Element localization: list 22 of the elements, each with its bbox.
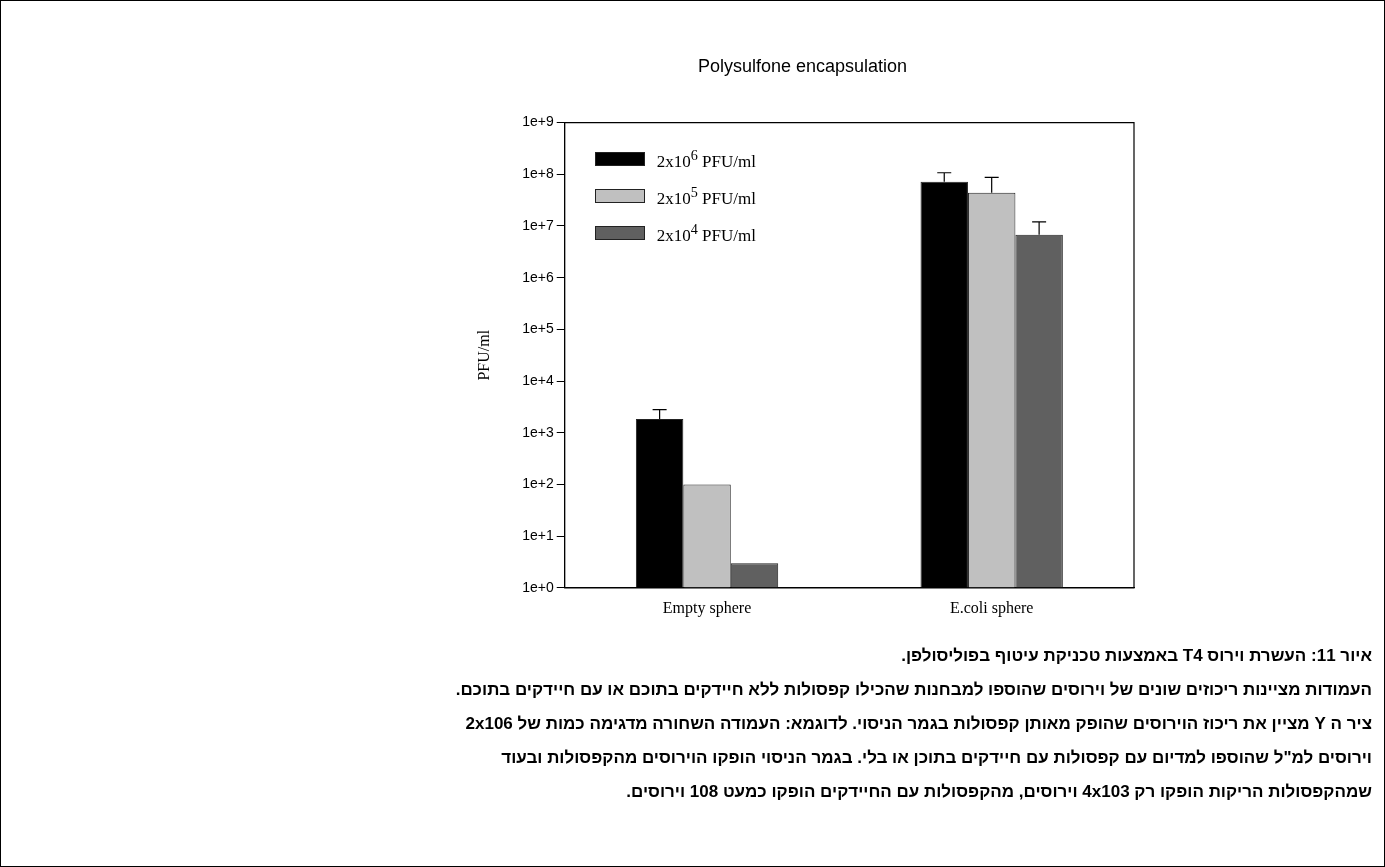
text: וירוסים למ"ל שהוספו למדיום עם קפסולות עם חיידקים בתוכן או בלי. בגמר הניסוי הופקו הוירוסים מהקפסולות ובעוד — [500, 748, 1372, 769]
legend-label: 2x10$^{5}$ PFU/ml — [656, 183, 756, 209]
y-tick-label: 1e+8 — [522, 165, 554, 182]
y-axis-title: PFU/ml — [474, 329, 492, 381]
legend-label: 2x10$^{6}$ PFU/ml — [656, 146, 756, 172]
x-tick-label: E.coli sphere — [949, 598, 1034, 617]
text: איור 11: העשרת וירוס T4 באמצעות טכניקת עיטוף בפוליסולפן. — [900, 646, 1372, 667]
y-tick-label: 1e+3 — [522, 423, 554, 440]
y-tick-label: 1e+5 — [522, 320, 554, 337]
x-tick-label: Empty sphere — [662, 598, 752, 617]
y-tick-label: 1e+4 — [522, 371, 554, 388]
text: ציר ה Y מציין את ריכוז הוירוסים שהופק מאותן קפסולות בגמר הניסוי. לדוגמא: העמודה השחורה מדגימה כמות של 2x106 — [464, 714, 1372, 735]
y-tick-label: 1e+0 — [522, 578, 554, 595]
text: העמודות מציינות ריכוזים שונים של וירוסים שהוספו למבחנות שהכילו קפסולות ללא חיידקים בתוכם או עם חיידקים בתוכם. — [454, 680, 1372, 701]
y-tick-label: 1e+7 — [522, 216, 554, 233]
y-tick-label: 1e+9 — [522, 113, 554, 130]
legend-label: 2x10$^{4}$ PFU/ml — [656, 220, 756, 246]
chart-title: Polysulfone encapsulation — [697, 55, 908, 76]
y-tick-label: 1e+1 — [522, 526, 554, 543]
y-tick-label: 1e+6 — [522, 268, 554, 285]
y-tick-label: 1e+2 — [522, 475, 554, 492]
text: שמהקפסולות הריקות הופקו רק 4x103 וירוסים, מהקפסולות עם החיידקים הופקו כמעט 108 וירוסים. — [625, 782, 1372, 803]
